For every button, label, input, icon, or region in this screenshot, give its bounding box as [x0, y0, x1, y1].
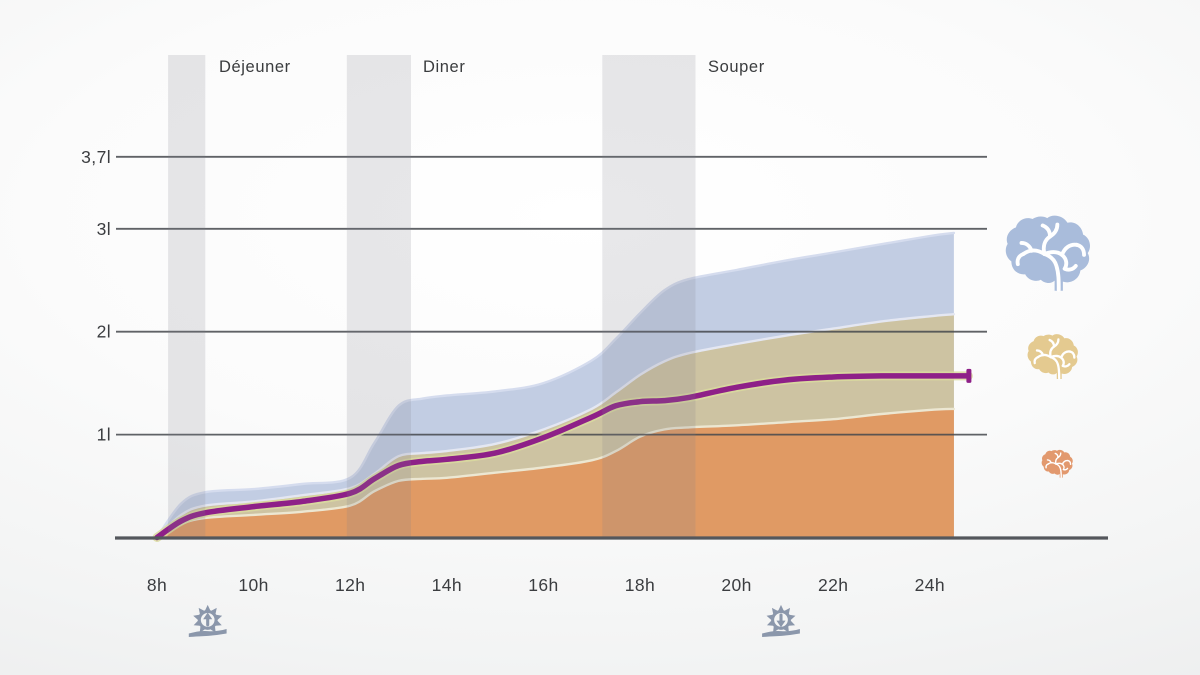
x-tick-label: 22h — [818, 575, 848, 595]
y-tick-label: 2l — [97, 322, 111, 342]
meal-label-dejeuner: Déjeuner — [219, 58, 291, 76]
x-tick-label: 18h — [625, 575, 655, 595]
y-tick-label: 3,7l — [81, 147, 111, 167]
meal-band-2 — [346, 55, 411, 538]
x-tick-label: 8h — [147, 575, 167, 595]
intake-line-end-cap — [966, 368, 972, 383]
intake-line — [154, 373, 972, 541]
x-tick-label: 14h — [432, 575, 462, 595]
meal-label-diner: Diner — [423, 58, 466, 76]
x-tick-label: 10h — [238, 575, 268, 595]
area-edge-upper-hydration-band-blue — [155, 231, 956, 539]
sunset-icon — [760, 603, 802, 639]
area-lower-hydration-band-orange — [157, 408, 954, 538]
area-edge-middle-hydration-band-tan — [155, 313, 956, 539]
x-tick-label: 16h — [528, 575, 558, 595]
y-tick-label: 3l — [97, 219, 111, 239]
x-tick-label: 24h — [915, 575, 945, 595]
x-tick-label: 20h — [721, 575, 751, 595]
brain-icon-small — [1040, 449, 1074, 479]
meal-band-3 — [602, 55, 696, 538]
meal-label-souper: Souper — [708, 58, 765, 76]
y-tick-label: 1l — [97, 425, 111, 445]
meal-band-1 — [168, 55, 206, 538]
sunrise-icon — [187, 603, 229, 639]
brain-icon-medium — [1026, 332, 1080, 381]
area-edge-lower-hydration-band-orange — [155, 407, 956, 539]
x-tick-label: 12h — [335, 575, 365, 595]
brain-icon-large — [1003, 213, 1092, 293]
